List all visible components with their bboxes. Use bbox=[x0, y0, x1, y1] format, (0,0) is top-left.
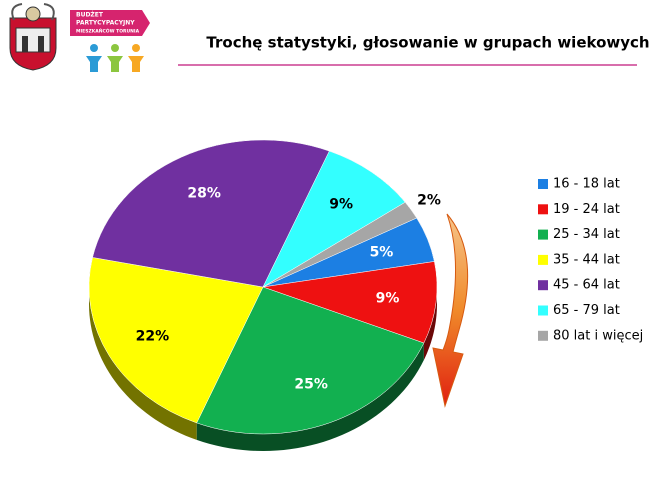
legend-swatch bbox=[538, 330, 548, 341]
data-label: 28% bbox=[187, 186, 221, 202]
slice bbox=[92, 139, 330, 288]
legend: 16 - 18 lat 19 - 24 lat 25 - 34 lat 35 - 44… bbox=[538, 177, 643, 343]
legend-swatch bbox=[538, 204, 548, 215]
legend-swatch bbox=[538, 254, 548, 265]
data-label: 22% bbox=[136, 329, 170, 345]
legend-swatch bbox=[538, 229, 548, 240]
logo-text: PARTYCYPACYJNY bbox=[76, 20, 135, 27]
legend-swatch bbox=[538, 179, 548, 189]
slice bbox=[262, 150, 406, 288]
data-label: 9% bbox=[329, 196, 353, 212]
data-label: 25% bbox=[294, 377, 328, 393]
legend-label: 45 - 64 lat bbox=[553, 278, 620, 293]
legend-label: 65 - 79 lat bbox=[553, 303, 620, 318]
budget-logo: BUDŻET PARTYCYPACYJNY MIESZKAŃCÓW TORUNI… bbox=[70, 10, 150, 72]
legend-label: 25 - 34 lat bbox=[553, 227, 620, 242]
slice bbox=[88, 257, 264, 424]
slice-side bbox=[89, 257, 197, 440]
coat-of-arms bbox=[9, 3, 57, 71]
slice bbox=[262, 261, 438, 344]
logo-text: BUDŻET bbox=[76, 12, 104, 19]
legend-label: 80 lat i więcej bbox=[553, 328, 643, 343]
logo-text: MIESZKAŃCÓW TORUNIA bbox=[76, 27, 140, 35]
legend-label: 16 - 18 lat bbox=[553, 177, 620, 192]
data-label: 5% bbox=[370, 245, 394, 261]
legend-swatch bbox=[538, 305, 548, 316]
rotation-arrow bbox=[432, 213, 469, 408]
chart-title: Trochę statystyki, głosowanie w grupach … bbox=[206, 34, 649, 52]
data-label: 2% bbox=[417, 193, 441, 209]
slice bbox=[262, 201, 417, 288]
legend-label: 19 - 24 lat bbox=[553, 202, 620, 217]
legend-label: 35 - 44 lat bbox=[553, 252, 620, 267]
legend-swatch bbox=[538, 280, 548, 291]
slice bbox=[196, 286, 425, 435]
data-label: 9% bbox=[376, 290, 400, 306]
pie: 5% 9% 25% 22% 28% 9% 2% bbox=[88, 139, 441, 451]
